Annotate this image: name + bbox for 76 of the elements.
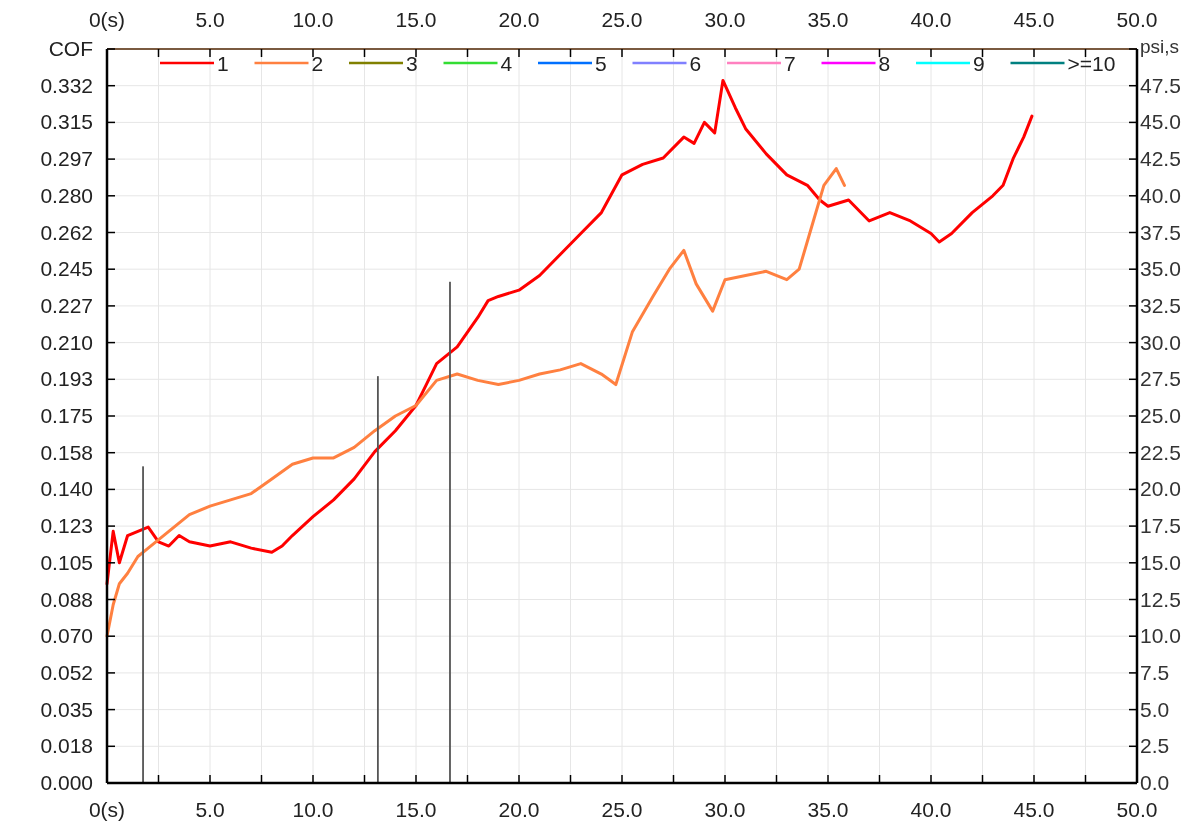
x2-tick-label: 35.0 [807, 8, 849, 31]
y-tick-label: 0.280 [40, 183, 93, 207]
x2-tick-label: 45.0 [1013, 8, 1055, 31]
x2-tick-label: 15.0 [395, 8, 437, 31]
x2-tick-label: 30.0 [704, 8, 746, 31]
x2-tick-label: 20.0 [498, 8, 540, 31]
y2-tick-label: 20.0 [1140, 477, 1181, 501]
y-tick-label: 0.052 [40, 660, 93, 684]
y-tick-label: 0.245 [40, 257, 93, 281]
y2-tick-label: 2.5 [1140, 734, 1170, 758]
x2-tick-label: 50.0 [1116, 8, 1158, 31]
y-tick-label: 0.175 [40, 404, 93, 427]
y-tick-label: 0.262 [40, 220, 93, 244]
x-tick-label: 20.0 [498, 798, 540, 821]
y2-tick-label: 5.0 [1140, 697, 1170, 721]
y2-tick-label: 17.5 [1140, 514, 1181, 538]
y-tick-label: 0.158 [40, 440, 93, 464]
legend-label: 8 [878, 52, 891, 75]
y-tick-label: 0.227 [40, 293, 93, 317]
y2-tick-label: 22.5 [1140, 440, 1181, 464]
x-tick-label: 40.0 [910, 798, 952, 821]
y-tick-label: 0.018 [40, 734, 93, 758]
legend-label: 5 [595, 52, 607, 75]
y-tick-label: 0.123 [40, 514, 93, 538]
x2-tick-label: 40.0 [910, 8, 952, 31]
legend-label: 6 [689, 52, 702, 75]
x-tick-label: 30.0 [704, 798, 746, 821]
x-tick-label: 10.0 [292, 798, 334, 821]
legend-label: 2 [311, 52, 324, 75]
y2-tick-label: 0.0 [1140, 771, 1170, 794]
x2-tick-label: 0(s) [88, 8, 126, 31]
x-tick-label: 15.0 [395, 798, 437, 821]
legend-label: 1 [217, 52, 229, 75]
y2-tick-label: 37.5 [1140, 220, 1181, 244]
x2-tick-label: 25.0 [601, 8, 643, 31]
y-tick-label: 0.315 [40, 110, 93, 134]
x-tick-label: 45.0 [1013, 798, 1055, 821]
y-tick-label: 0.105 [40, 550, 93, 574]
y2-tick-label: 10.0 [1140, 624, 1181, 648]
y-axis-title: COF [48, 37, 93, 60]
y2-tick-label: 30.0 [1140, 330, 1181, 354]
y-tick-label: 0.070 [40, 624, 93, 648]
line-series [105, 167, 846, 638]
legend-label: 7 [784, 52, 796, 75]
y2-tick-label: 40.0 [1140, 183, 1181, 207]
y2-tick-label: 12.5 [1140, 587, 1181, 611]
y-tick-label: 0.000 [40, 771, 93, 794]
y-tick-label: 0.140 [40, 477, 93, 501]
legend-label: >=10 [1067, 52, 1116, 75]
y2-tick-label: 25.0 [1140, 404, 1181, 427]
y2-tick-label: 7.5 [1140, 660, 1170, 684]
x-tick-label: 50.0 [1116, 798, 1158, 821]
y2-tick-label: 27.5 [1140, 367, 1181, 391]
y2-axis-title: psi,s [1140, 36, 1180, 57]
line-series [105, 78, 1034, 586]
y-tick-label: 0.035 [40, 697, 93, 721]
x-tick-label: 35.0 [807, 798, 849, 821]
x-tick-label: 0(s) [88, 798, 126, 821]
y2-tick-label: 32.5 [1140, 293, 1181, 317]
legend-label: 9 [973, 52, 985, 75]
y-tick-label: 0.332 [40, 73, 93, 97]
y2-tick-label: 15.0 [1140, 550, 1181, 574]
legend-label: 4 [500, 52, 513, 75]
x2-tick-label: 10.0 [292, 8, 334, 31]
y-tick-label: 0.193 [40, 367, 93, 391]
y-tick-label: 0.297 [40, 147, 93, 171]
y2-tick-label: 45.0 [1140, 110, 1181, 134]
x-tick-label: 5.0 [195, 798, 225, 821]
y2-tick-label: 42.5 [1140, 147, 1181, 171]
x2-tick-label: 5.0 [195, 8, 225, 31]
y2-tick-label: 47.5 [1140, 73, 1181, 97]
y-tick-label: 0.088 [40, 587, 93, 611]
y2-tick-label: 35.0 [1140, 257, 1181, 281]
y-tick-label: 0.210 [40, 330, 93, 354]
x-tick-label: 25.0 [601, 798, 643, 821]
legend-label: 3 [406, 52, 418, 75]
